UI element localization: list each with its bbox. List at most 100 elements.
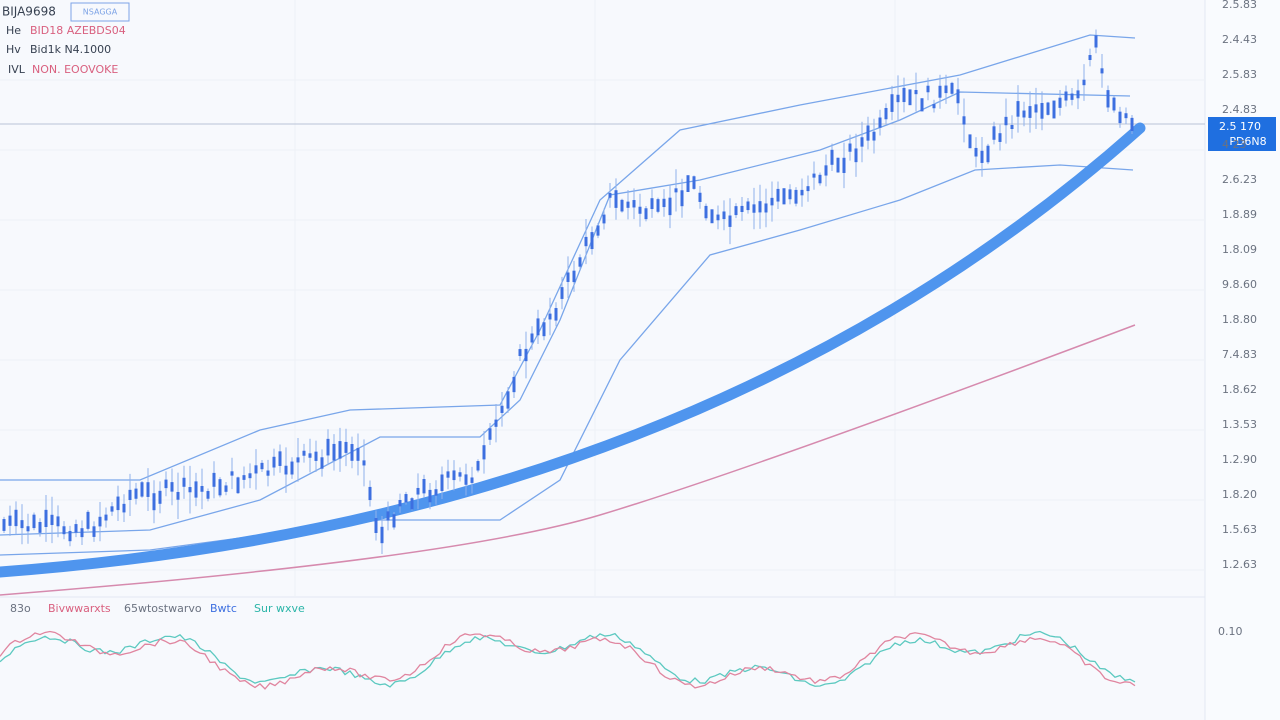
legend-key: IVL [8,63,26,76]
candle-body [914,89,918,95]
candle-body [824,165,828,176]
candle-body [416,487,420,495]
osc-legend: 83o [10,602,31,615]
price-tag-value: 2.5 170 [1219,120,1261,133]
candle-body [260,462,264,470]
candle-body [812,173,816,178]
candle-body [596,225,600,236]
candle-body [578,257,582,267]
candle-body [1010,124,1014,130]
candle-body [944,85,948,94]
symbol: BIJA9698 [2,5,56,19]
candle-body [368,486,372,501]
candle-body [440,474,444,492]
candle-body [290,461,294,475]
candle-body [710,209,714,224]
candle-body [350,444,354,461]
candle-body [38,522,42,533]
candle-body [740,205,744,212]
candle-body [1064,91,1068,101]
candle-body [1004,116,1008,126]
candle-body [518,349,522,357]
legend-text: NON. EOOVOKE [32,63,118,76]
candle-body [854,148,858,163]
long-average [0,324,1136,596]
candle-body [842,157,846,173]
candle-body [938,85,942,98]
candle-body [254,465,258,474]
candle-body [458,472,462,477]
price-axis-label: 1.8.89 [1222,208,1257,221]
candle-body [1016,101,1020,117]
price-pane [0,29,1146,596]
price-axis-label: 1.8.20 [1222,488,1257,501]
candle-body [1124,113,1128,119]
candle-body [1100,68,1104,74]
candle-body [188,487,192,493]
candle-body [488,428,492,440]
candle-body [194,481,198,498]
candle-body [524,348,528,362]
upper-band [0,34,1136,481]
price-axis-label: 2.4.43 [1222,33,1257,46]
candle-body [680,190,684,207]
candle-body [146,482,150,497]
price-axis-label: 1.5.63 [1222,523,1257,536]
candle-body [284,465,288,475]
price-tag-label: PD6N8 [1229,135,1266,148]
candle-body [182,477,186,487]
candle-body [332,443,336,461]
candle-body [614,190,618,208]
osc-legend: Sur wxve [254,602,305,615]
candle-body [866,125,870,141]
candle-body [650,198,654,210]
candle-body [86,511,90,529]
candle-body [506,391,510,409]
candle-body [836,157,840,173]
candle-body [770,197,774,206]
candle-body [1070,93,1074,100]
candle-body [14,509,18,527]
price-axis-label: 1.2.63 [1222,558,1257,571]
price-axis-label: 1.8.09 [1222,243,1257,256]
candle-body [848,143,852,152]
candle-body [434,489,438,496]
osc-legend: Bivwwarxts [48,602,111,615]
candle-body [620,199,624,212]
candle-body [986,145,990,163]
price-axis-label: 1.8.62 [1222,383,1257,396]
candle-body [62,526,66,535]
candle-body [80,528,84,538]
legend-key: He [6,24,21,37]
candle-body [500,405,504,413]
candle-body [302,450,306,456]
candle-body [908,89,912,106]
candle-body [164,479,168,489]
candle-body [530,333,534,343]
candle-body [356,447,360,461]
candle-body [32,514,36,529]
price-axis-label: 7.4.83 [1222,348,1257,361]
candle-body [212,472,216,487]
candle-body [590,232,594,250]
candle-body [1022,110,1026,118]
osc-legend: Bwtc [210,602,237,615]
candle-body [1046,102,1050,115]
candle-body [806,186,810,192]
candle-body [296,457,300,463]
candle-body [476,461,480,471]
candle-body [128,489,132,500]
candle-body [44,509,48,528]
candle-body [236,477,240,494]
candle-body [662,198,666,208]
candle-body [962,116,966,125]
candle-body [200,486,204,492]
candle-body [752,204,756,213]
candle-body [230,471,234,476]
candle-body [536,318,540,336]
candle-body [242,475,246,480]
candle-body [8,515,12,526]
candle-body [404,494,408,503]
candle-body [110,506,114,512]
candle-body [608,193,612,198]
